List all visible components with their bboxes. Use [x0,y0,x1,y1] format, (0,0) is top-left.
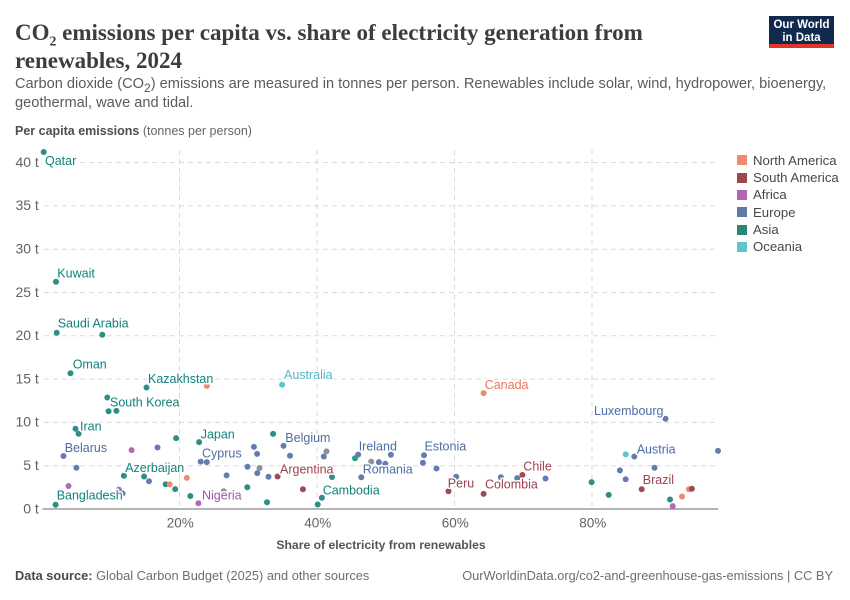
svg-text:Luxembourg: Luxembourg [594,404,664,418]
svg-text:Bangladesh: Bangladesh [57,489,123,503]
svg-text:Australia: Australia [284,368,333,382]
svg-text:Kazakhstan: Kazakhstan [148,372,213,386]
svg-text:35 t: 35 t [15,197,38,213]
svg-text:Qatar: Qatar [45,154,76,168]
svg-text:Chile: Chile [523,460,552,474]
svg-text:Colombia: Colombia [485,478,538,492]
svg-text:20 t: 20 t [15,327,38,343]
svg-text:Estonia: Estonia [425,439,467,453]
svg-text:Japan: Japan [201,428,235,442]
svg-text:Nigeria: Nigeria [202,489,242,503]
svg-text:0 t: 0 t [23,500,39,516]
svg-text:30 t: 30 t [15,241,38,257]
svg-text:Ireland: Ireland [359,440,397,454]
svg-text:Brazil: Brazil [643,473,674,487]
svg-text:Romania: Romania [363,462,413,476]
svg-text:40%: 40% [304,516,331,531]
svg-text:Belgium: Belgium [285,431,330,445]
svg-text:Share of electricity from rene: Share of electricity from renewables [276,538,486,552]
svg-text:80%: 80% [579,516,606,531]
svg-text:15 t: 15 t [15,370,38,386]
svg-text:Cambodia: Cambodia [323,484,380,498]
svg-text:Iran: Iran [80,420,102,434]
svg-text:40 t: 40 t [15,154,38,170]
svg-text:Cyprus: Cyprus [202,446,242,460]
svg-text:Azerbaijan: Azerbaijan [125,461,184,475]
svg-text:Canada: Canada [485,378,529,392]
svg-text:Argentina: Argentina [280,462,334,476]
svg-text:5 t: 5 t [23,457,39,473]
svg-text:South Korea: South Korea [110,396,180,410]
svg-text:60%: 60% [442,516,469,531]
svg-text:Peru: Peru [448,476,474,490]
svg-text:20%: 20% [167,516,194,531]
svg-text:25 t: 25 t [15,284,38,300]
svg-text:Austria: Austria [637,442,676,456]
svg-text:10 t: 10 t [15,414,38,430]
svg-text:Saudi Arabia: Saudi Arabia [58,317,129,331]
svg-text:Kuwait: Kuwait [57,266,95,280]
svg-text:Oman: Oman [73,358,107,372]
svg-text:Belarus: Belarus [65,441,107,455]
